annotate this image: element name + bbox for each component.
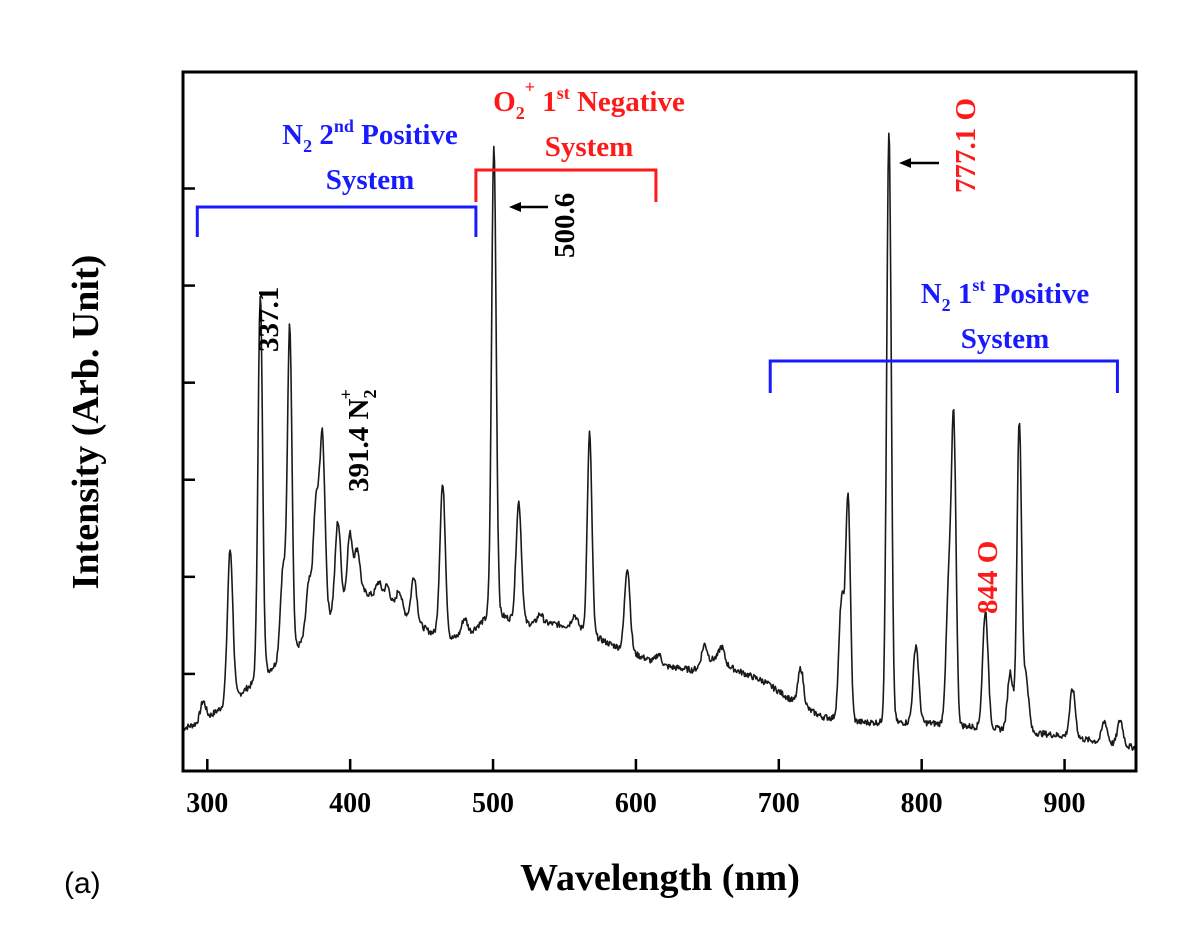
band-bracket (195, 205, 478, 237)
band-label-line: N2 2nd Positive (282, 116, 458, 156)
panel-label: (a) (64, 867, 101, 900)
x-axis-label: Wavelength (nm) (520, 857, 800, 899)
band-label-line: System (961, 323, 1050, 355)
band-label-line: System (545, 131, 634, 163)
band-label-line: System (326, 164, 415, 196)
band-label-line: N2 1st Positive (921, 275, 1090, 315)
band-bracket (474, 168, 658, 202)
x-tick-label: 800 (901, 788, 943, 819)
peak-annotation: 500.6 (549, 193, 581, 258)
x-tick-label: 600 (615, 788, 657, 819)
peak-annotation: 777.1 O (950, 98, 982, 193)
spectrum-line (182, 132, 1137, 752)
x-tick-label: 500 (472, 788, 514, 819)
peak-annotation: 844 O (972, 541, 1004, 614)
peak-annotation: 337.1 (253, 287, 285, 352)
x-tick-label: 400 (329, 788, 371, 819)
annotation-arrow-head (899, 158, 911, 168)
x-tick-label: 700 (758, 788, 800, 819)
band-bracket (768, 359, 1119, 393)
peak-annotation: 391.4 N2+ (336, 389, 380, 492)
y-axis-label: Intensity (Arb. Unit) (65, 255, 107, 590)
plot-frame (181, 70, 1138, 773)
annotation-arrow-head (509, 202, 521, 212)
x-tick-label: 300 (186, 788, 228, 819)
plot-area: 300 400 500 600 700 800 900 N2 2nd Positive Syst… (181, 70, 1138, 819)
x-tick-label: 900 (1044, 788, 1086, 819)
band-label-line: O2+ 1st Negative (493, 77, 685, 123)
